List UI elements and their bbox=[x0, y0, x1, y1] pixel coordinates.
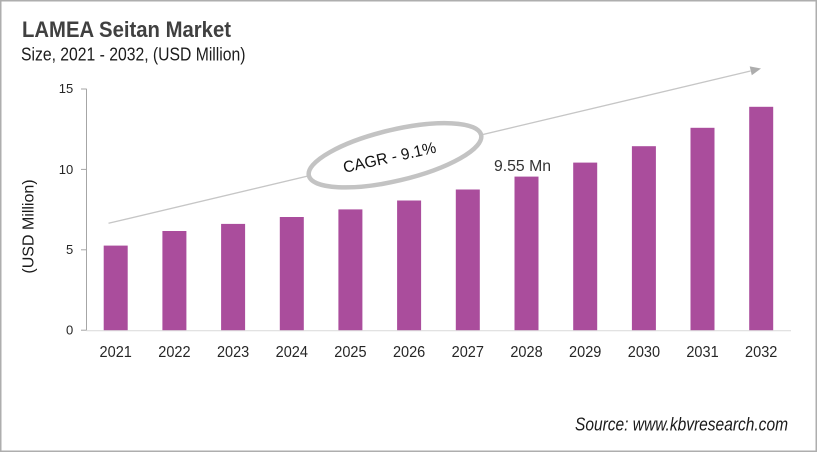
svg-text:2024: 2024 bbox=[276, 344, 308, 361]
svg-text:0: 0 bbox=[66, 323, 73, 338]
svg-text:10: 10 bbox=[59, 162, 73, 177]
svg-text:2030: 2030 bbox=[628, 344, 660, 361]
svg-text:2031: 2031 bbox=[686, 344, 718, 361]
svg-text:2029: 2029 bbox=[569, 344, 601, 361]
svg-text:15: 15 bbox=[59, 81, 73, 96]
svg-text:2022: 2022 bbox=[158, 344, 190, 361]
svg-text:2032: 2032 bbox=[745, 344, 777, 361]
svg-text:2028: 2028 bbox=[510, 344, 542, 361]
svg-text:5: 5 bbox=[66, 242, 73, 257]
svg-text:Size, 2021 - 2032, (USD Millio: Size, 2021 - 2032, (USD Million) bbox=[21, 45, 246, 65]
svg-text:Source: www.kbvresearch.com: Source: www.kbvresearch.com bbox=[575, 414, 788, 435]
svg-text:2023: 2023 bbox=[217, 344, 249, 361]
svg-text:2027: 2027 bbox=[452, 344, 484, 361]
svg-text:2021: 2021 bbox=[100, 344, 132, 361]
svg-text:9.55 Mn: 9.55 Mn bbox=[494, 158, 551, 175]
svg-text:2026: 2026 bbox=[393, 344, 425, 361]
svg-text:2025: 2025 bbox=[334, 344, 366, 361]
svg-text:LAMEA Seitan Market: LAMEA Seitan Market bbox=[22, 17, 232, 42]
svg-text:(USD Million): (USD Million) bbox=[21, 179, 38, 273]
